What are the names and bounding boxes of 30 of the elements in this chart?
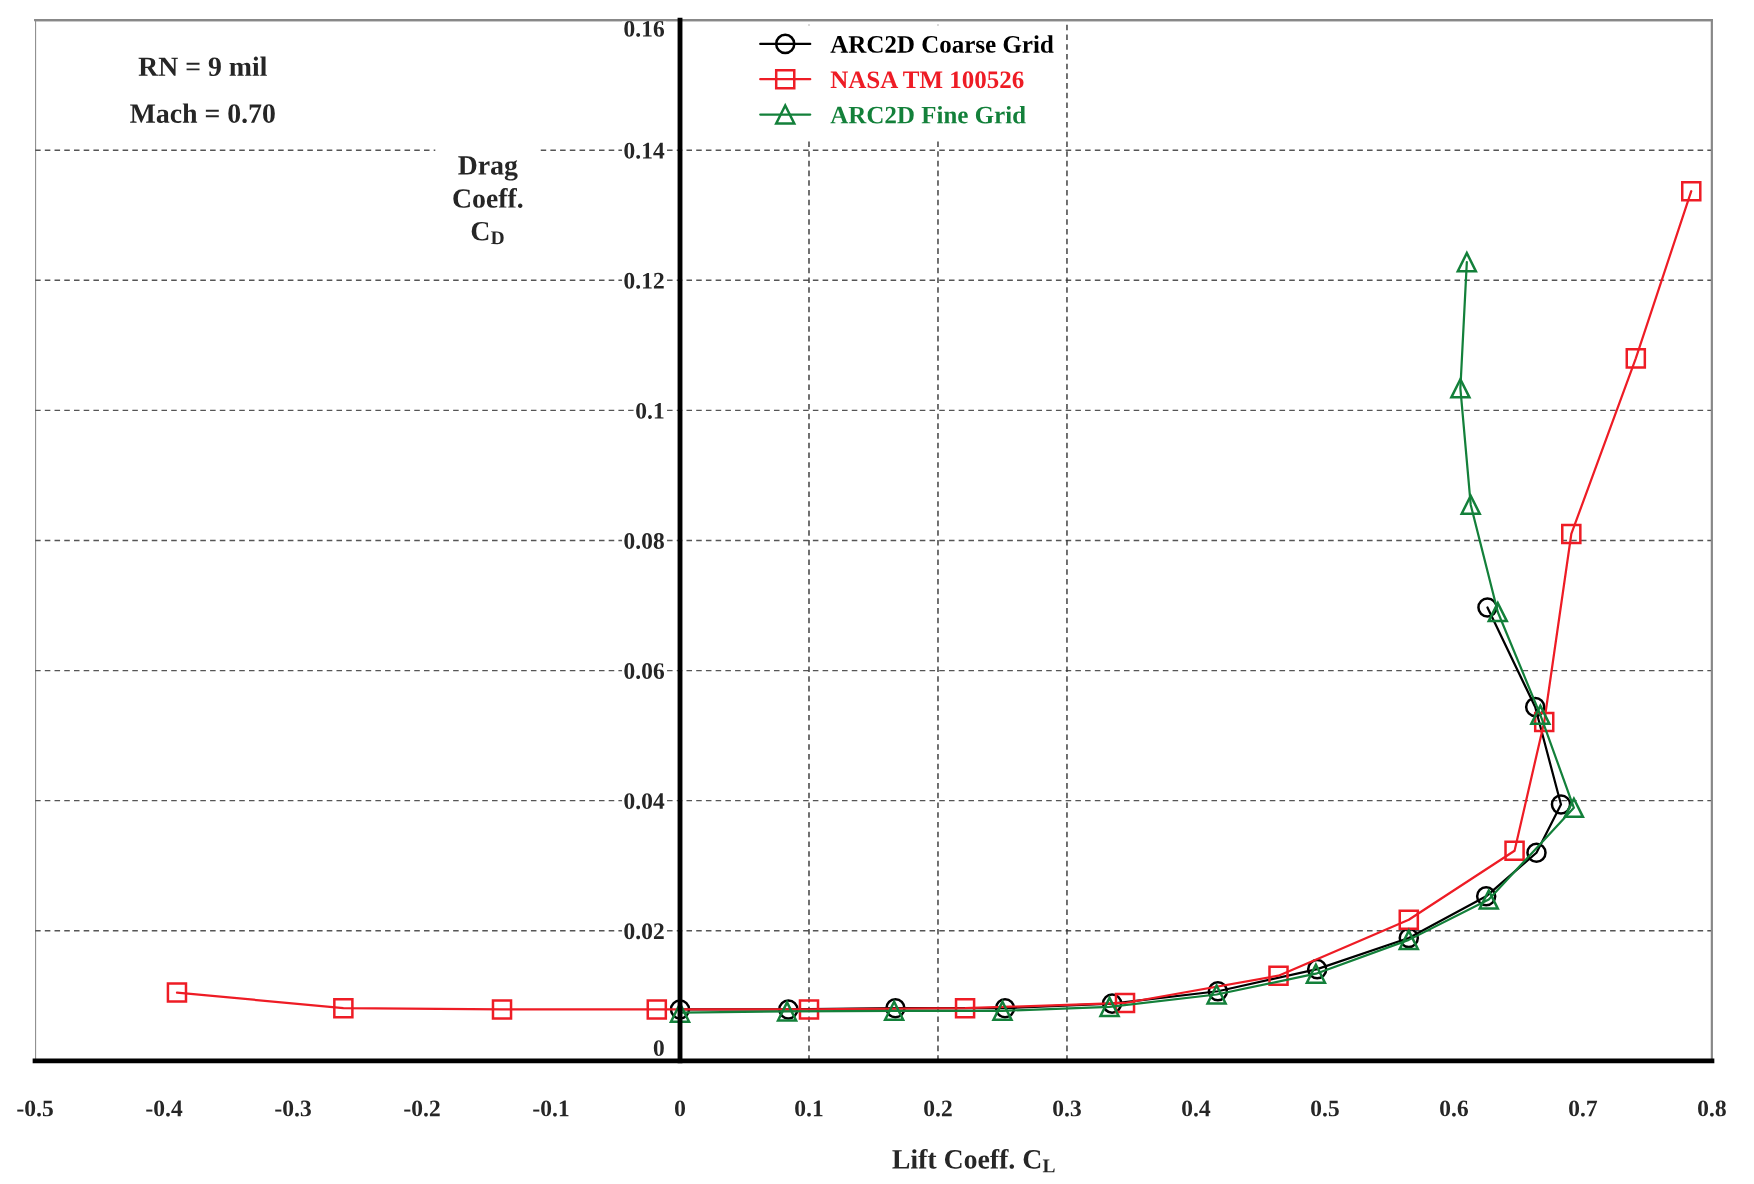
x-tick-label: -0.5 bbox=[17, 1100, 53, 1117]
x-tick-label: 0.7 bbox=[1569, 1100, 1598, 1117]
x-tick-label: 0.1 bbox=[795, 1100, 823, 1117]
x-tick-label: -0.4 bbox=[146, 1100, 183, 1117]
x-tick-label: -0.2 bbox=[404, 1100, 440, 1117]
y-tick-label: 0.16 bbox=[624, 20, 665, 37]
x-tick-label: 0.4 bbox=[1182, 1100, 1211, 1117]
annotation: RN = 9 mil bbox=[138, 56, 267, 77]
y-axis-title: Drag Coeff. C$_{D}$ bbox=[453, 156, 523, 245]
legend-label: ARC2D Fine Grid bbox=[830, 105, 1026, 124]
x-tick-label: 0.5 bbox=[1311, 1100, 1339, 1117]
annotation: Mach = 0.70 bbox=[130, 103, 275, 124]
y-tick-label: 0.1 bbox=[636, 402, 664, 419]
y-tick-label: 0.04 bbox=[624, 793, 665, 810]
x-tick-label: 0.6 bbox=[1440, 1100, 1468, 1117]
x-tick-label: -0.1 bbox=[533, 1100, 569, 1117]
legend-label: NASA TM 100526 bbox=[830, 71, 1024, 89]
y-tick-label: 0.12 bbox=[624, 272, 664, 289]
y-tick-label: 0 bbox=[653, 1040, 664, 1057]
y-tick-label: 0.06 bbox=[624, 663, 665, 680]
y-tick-label: 0.02 bbox=[624, 923, 664, 940]
legend-label: ARC2D Coarse Grid bbox=[830, 35, 1054, 53]
x-tick-label: -0.3 bbox=[275, 1100, 311, 1117]
x-tick-label: 0 bbox=[675, 1100, 686, 1117]
x-axis-title: Lift Coeff. C$_{L}$ bbox=[892, 1148, 1055, 1173]
x-tick-label: 0.2 bbox=[924, 1100, 952, 1117]
x-tick-label: 0.8 bbox=[1698, 1100, 1726, 1117]
x-tick-label: 0.3 bbox=[1053, 1100, 1081, 1117]
y-tick-label: 0.08 bbox=[624, 532, 664, 550]
y-tick-label: 0.14 bbox=[624, 142, 665, 159]
